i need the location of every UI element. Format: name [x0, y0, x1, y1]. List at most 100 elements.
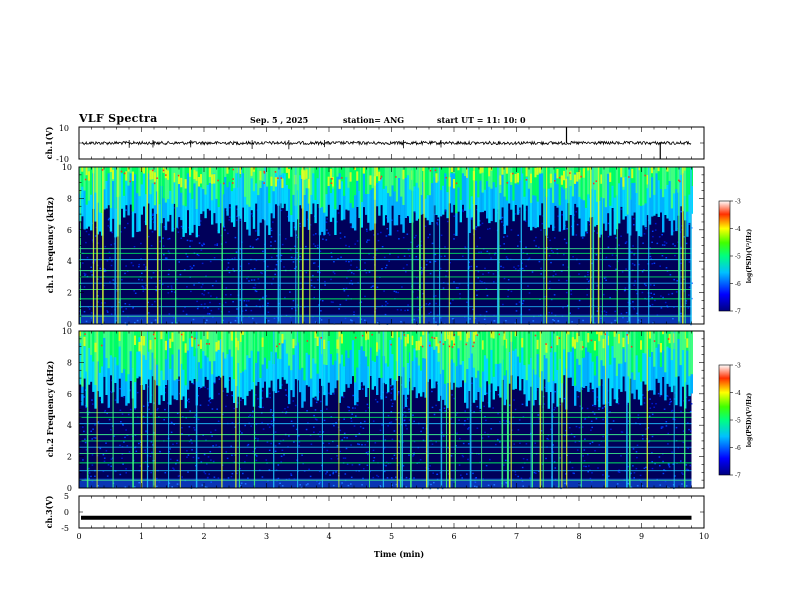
ch2-spec-speckle: [257, 438, 259, 440]
ch1-spec-hot: [81, 167, 84, 172]
ch1-spec-speckle: [239, 299, 242, 301]
ch1-spec-speckle: [396, 230, 399, 232]
ch2-spec-speckle: [119, 473, 122, 476]
ch1-spec-col: [607, 167, 610, 174]
ch1-spec-hot: [200, 174, 203, 184]
ch1-spec-red: [331, 178, 333, 180]
ch1-spec-speckle: [464, 246, 466, 248]
ch2-spec-speckle: [230, 445, 232, 447]
ch1-spec-col: [413, 167, 416, 212]
ch2-spec-hot: [406, 334, 409, 344]
ch2-spec-col: [318, 331, 322, 338]
ch1-spec-col: [582, 167, 586, 201]
ch2-spec-speckle: [322, 442, 325, 444]
ch2-spec-col: [134, 331, 137, 383]
ch1-spec-speckle: [109, 257, 111, 259]
ch1-spec-col: [569, 167, 572, 215]
ch2-spec-speckle: [521, 403, 524, 405]
ch2-spec-speckle: [366, 403, 369, 406]
ch1-spec-col: [602, 167, 605, 199]
ch2-spec-speckle: [147, 404, 149, 407]
ch2-spec-col: [657, 331, 660, 383]
ch1-spec-col: [642, 167, 645, 206]
ch1-spec-col: [486, 167, 489, 219]
ch2-spec-speckle: [256, 455, 258, 457]
ch2-spec-speckle: [178, 475, 181, 477]
ch1-spec-col: [675, 167, 678, 232]
ch2-spec-col: [637, 331, 641, 373]
ch2-spec-speckle: [347, 406, 349, 408]
ch1-spec-col: [224, 167, 227, 209]
ch1-spec-hot: [499, 175, 502, 185]
ch2-spec-speckle: [239, 430, 241, 432]
ch2-spec-speckle: [592, 390, 594, 392]
ch2-spec-speckle: [381, 424, 383, 426]
ch1-spec-speckle: [377, 233, 379, 235]
ch1-spec-speckle: [319, 250, 322, 252]
ch2-spec-speckle: [641, 434, 644, 437]
ch1-spec-speckle: [141, 285, 144, 287]
ch2-spec-hot: [618, 333, 621, 344]
ch1-spec-col: [186, 167, 190, 211]
ch1-spec-speckle: [289, 249, 292, 251]
ch2-spec-speckle: [359, 426, 362, 428]
ch2-spec-hot: [459, 331, 462, 341]
ch2-spec-col: [329, 331, 333, 354]
ch2-spec-col: [305, 331, 308, 386]
ch1-spec-speckle: [410, 241, 412, 244]
ch1-spec-col: [404, 167, 407, 218]
ch2-spec-col: [351, 331, 355, 377]
ch1-spec-speckle: [645, 228, 647, 230]
ch2-spec-speckle: [639, 423, 641, 425]
ch2-spec-speckle: [124, 436, 126, 439]
ch2-spec-col: [569, 331, 572, 378]
ch1-spec-speckle: [90, 312, 93, 314]
ch2-spec-speckle: [189, 410, 191, 412]
ch2-spec-speckle: [390, 399, 393, 401]
ch2-spec-speckle: [521, 466, 524, 469]
ch1-spec-hot: [85, 167, 88, 176]
ch1-spec-speckle: [407, 249, 410, 251]
ch2-spec-col: [670, 331, 674, 393]
ch2-spec-speckle: [343, 418, 345, 420]
ch1-spec-col: [631, 167, 634, 216]
ch1-spec-col: [367, 167, 370, 223]
ch1-spec-col: [213, 167, 216, 214]
ch1-spec-speckle: [442, 282, 445, 284]
ch1-spec-col: [556, 167, 559, 208]
ch2-spec-speckle: [90, 475, 92, 478]
ch1-spec-speckle: [324, 280, 326, 283]
ch1-spec-speckle: [566, 228, 568, 230]
ch2-spec-speckle: [344, 473, 347, 475]
ch2-spec-col: [149, 331, 152, 370]
ch1-spec-speckle: [348, 261, 350, 263]
ch1-spec-speckle: [85, 241, 87, 244]
ch1-spec-speckle: [312, 243, 315, 245]
ch1-spec-col: [230, 167, 234, 223]
ch2-spec-speckle: [345, 447, 348, 450]
ch2-spec-col: [186, 331, 190, 390]
ch2-spec-col: [670, 331, 674, 361]
ch1-spec-col: [554, 167, 557, 206]
ch2-spec-speckle: [667, 443, 669, 445]
ch2-spec-speckle: [689, 410, 692, 413]
ch1-spec-speckle: [406, 264, 408, 266]
ch2-spec-speckle: [142, 415, 145, 418]
ch1-spec-speckle: [680, 312, 682, 315]
ch2-spec-speckle: [316, 419, 318, 421]
ch1-spec-speckle: [615, 254, 618, 257]
ch2-spec-speckle: [336, 445, 339, 447]
ch1-spec-speckle: [662, 296, 664, 299]
ch1-spec-speckle: [474, 228, 477, 231]
ch1-spec-speckle: [605, 311, 608, 313]
ch2-spec-speckle: [372, 449, 375, 452]
ch1-spec-speckle: [359, 259, 361, 262]
ch2-spec-speckle: [413, 477, 415, 479]
ch2-spec-speckle: [348, 406, 350, 409]
ch1-spec-col: [503, 167, 506, 234]
ch1-spec-speckle: [111, 260, 113, 262]
ch2-spec-speckle: [576, 449, 579, 451]
ch2-spec-red: [630, 345, 633, 348]
ch2-spec-col: [213, 331, 216, 362]
ch2-spec-speckle: [181, 433, 183, 435]
